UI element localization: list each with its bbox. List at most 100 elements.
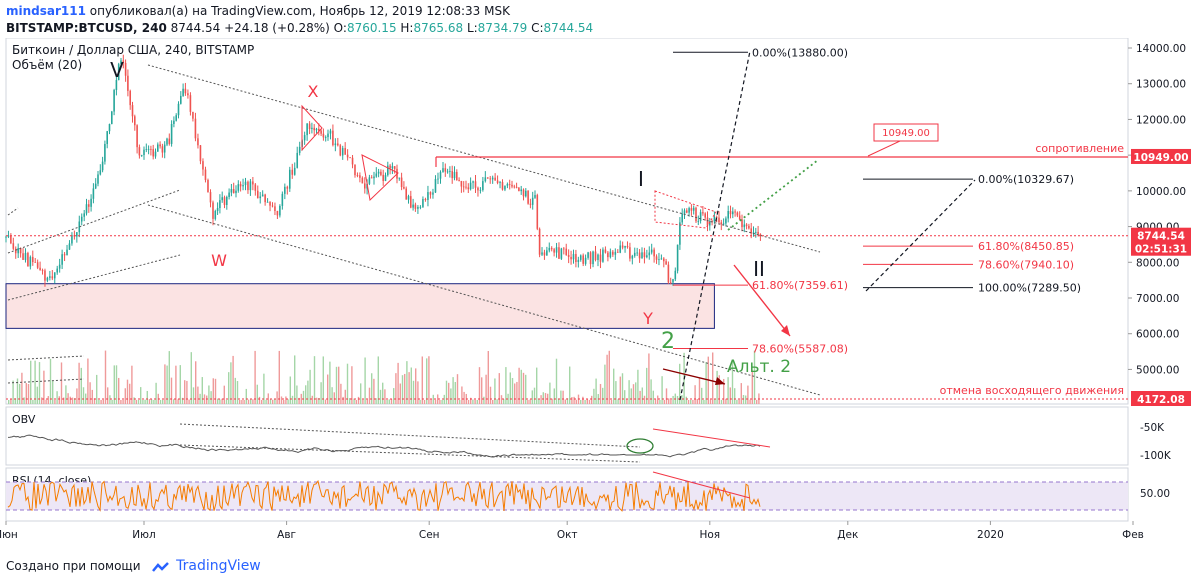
resistance-label: сопротивление xyxy=(1035,142,1124,155)
price-candle xyxy=(242,185,244,187)
volume-bar xyxy=(454,381,456,404)
made-with-text: Создано при помощи xyxy=(6,559,141,573)
price-candle xyxy=(269,201,271,206)
volume-bar xyxy=(258,396,261,404)
volume-bar xyxy=(91,389,93,404)
price-candle xyxy=(718,217,720,223)
volume-bar xyxy=(734,388,736,404)
volume-bar xyxy=(595,378,597,404)
volume-bar xyxy=(344,389,346,404)
volume-bar xyxy=(571,397,573,404)
obv-line xyxy=(7,434,761,458)
price-candle xyxy=(449,171,451,172)
price-candle xyxy=(607,252,609,258)
volume-bar xyxy=(177,399,179,404)
price-candle xyxy=(681,213,683,223)
volume-bar xyxy=(619,376,621,404)
volume-bar xyxy=(276,391,278,404)
y-tick-label: 7000.00 xyxy=(1136,293,1179,305)
volume-bar xyxy=(525,374,527,404)
tradingview-logo-icon xyxy=(152,561,170,572)
price-candle xyxy=(626,245,629,248)
volume-bar xyxy=(131,365,133,404)
price-candle xyxy=(520,189,522,192)
volume-bar xyxy=(124,388,126,404)
x-tick-label: 2020 xyxy=(977,529,1004,541)
volume-bar xyxy=(133,397,135,404)
volume-bar xyxy=(635,382,637,404)
volume-bar xyxy=(184,380,186,404)
volume-bar xyxy=(342,396,344,404)
price-candle xyxy=(324,137,327,138)
price-candle xyxy=(391,166,394,169)
price-candle xyxy=(361,177,364,184)
volume-bar xyxy=(47,396,49,404)
price-candle xyxy=(36,262,39,268)
price-candle xyxy=(375,173,378,177)
volume-bar xyxy=(214,378,217,404)
price-candle xyxy=(341,148,344,156)
volume-bar xyxy=(509,372,511,404)
y-tick-label: 5000.00 xyxy=(1136,364,1179,376)
volume-bar xyxy=(168,351,170,404)
price-candle xyxy=(387,165,389,176)
price-candle xyxy=(597,254,599,260)
price-candle xyxy=(56,268,59,273)
price-candle xyxy=(41,270,44,271)
volume-bar xyxy=(617,399,619,404)
volume-bar xyxy=(115,365,118,404)
price-candle xyxy=(327,133,329,138)
price-candle xyxy=(629,247,631,259)
volume-bar xyxy=(159,399,162,404)
price-candle xyxy=(117,64,120,81)
volume-bar xyxy=(102,399,104,404)
volume-bar xyxy=(261,399,263,404)
author-name[interactable]: mindsar111 xyxy=(6,4,86,18)
tradingview-brand[interactable]: TradingView xyxy=(176,558,261,574)
price-candle xyxy=(134,116,136,126)
volume-bar xyxy=(388,399,390,404)
volume-bar xyxy=(410,367,412,404)
price-candle xyxy=(71,235,73,244)
volume-bar xyxy=(318,397,320,404)
price-candle xyxy=(187,93,189,96)
price-candle xyxy=(472,181,474,183)
price-candle xyxy=(113,90,115,112)
volume-bar xyxy=(109,395,111,404)
volume-bar xyxy=(542,392,544,404)
volume-bar xyxy=(98,399,100,404)
volume-bar xyxy=(569,366,571,404)
price-candle xyxy=(412,204,414,208)
price-candle xyxy=(194,118,197,139)
volume-bar xyxy=(269,399,272,404)
price-candle xyxy=(563,248,565,250)
chart-canvas[interactable]: Биткоин / Доллар США, 240, BITSTAMPОбъём… xyxy=(0,38,1200,556)
price-candle xyxy=(7,235,10,237)
volume-bar xyxy=(302,390,305,404)
low-label: L: xyxy=(466,21,478,35)
price-candle xyxy=(138,147,141,156)
volume-bar xyxy=(41,397,43,404)
volume-bar xyxy=(331,387,333,404)
price-candle xyxy=(78,221,81,233)
chart-header: mindsar111 опубликовал(а) на TradingView… xyxy=(6,3,593,37)
price-candle xyxy=(453,171,456,179)
trendline-upper xyxy=(147,64,821,253)
price-candle xyxy=(177,103,180,116)
price-candle xyxy=(49,276,51,278)
volume-bar xyxy=(665,388,668,404)
volume-bar xyxy=(357,396,360,404)
price-candle xyxy=(575,254,577,263)
volume-bar xyxy=(478,367,481,404)
volume-bar xyxy=(278,350,280,404)
volume-bar xyxy=(219,399,221,404)
price-candle xyxy=(24,252,27,260)
y-tick-label: 10000.00 xyxy=(1136,186,1186,198)
price-candle xyxy=(621,245,624,248)
volume-bar xyxy=(551,398,553,404)
volume-bar xyxy=(718,375,720,404)
price-candle xyxy=(491,177,494,180)
volume-bar xyxy=(338,366,340,404)
price-candle xyxy=(646,255,648,258)
price-candle xyxy=(261,194,264,197)
